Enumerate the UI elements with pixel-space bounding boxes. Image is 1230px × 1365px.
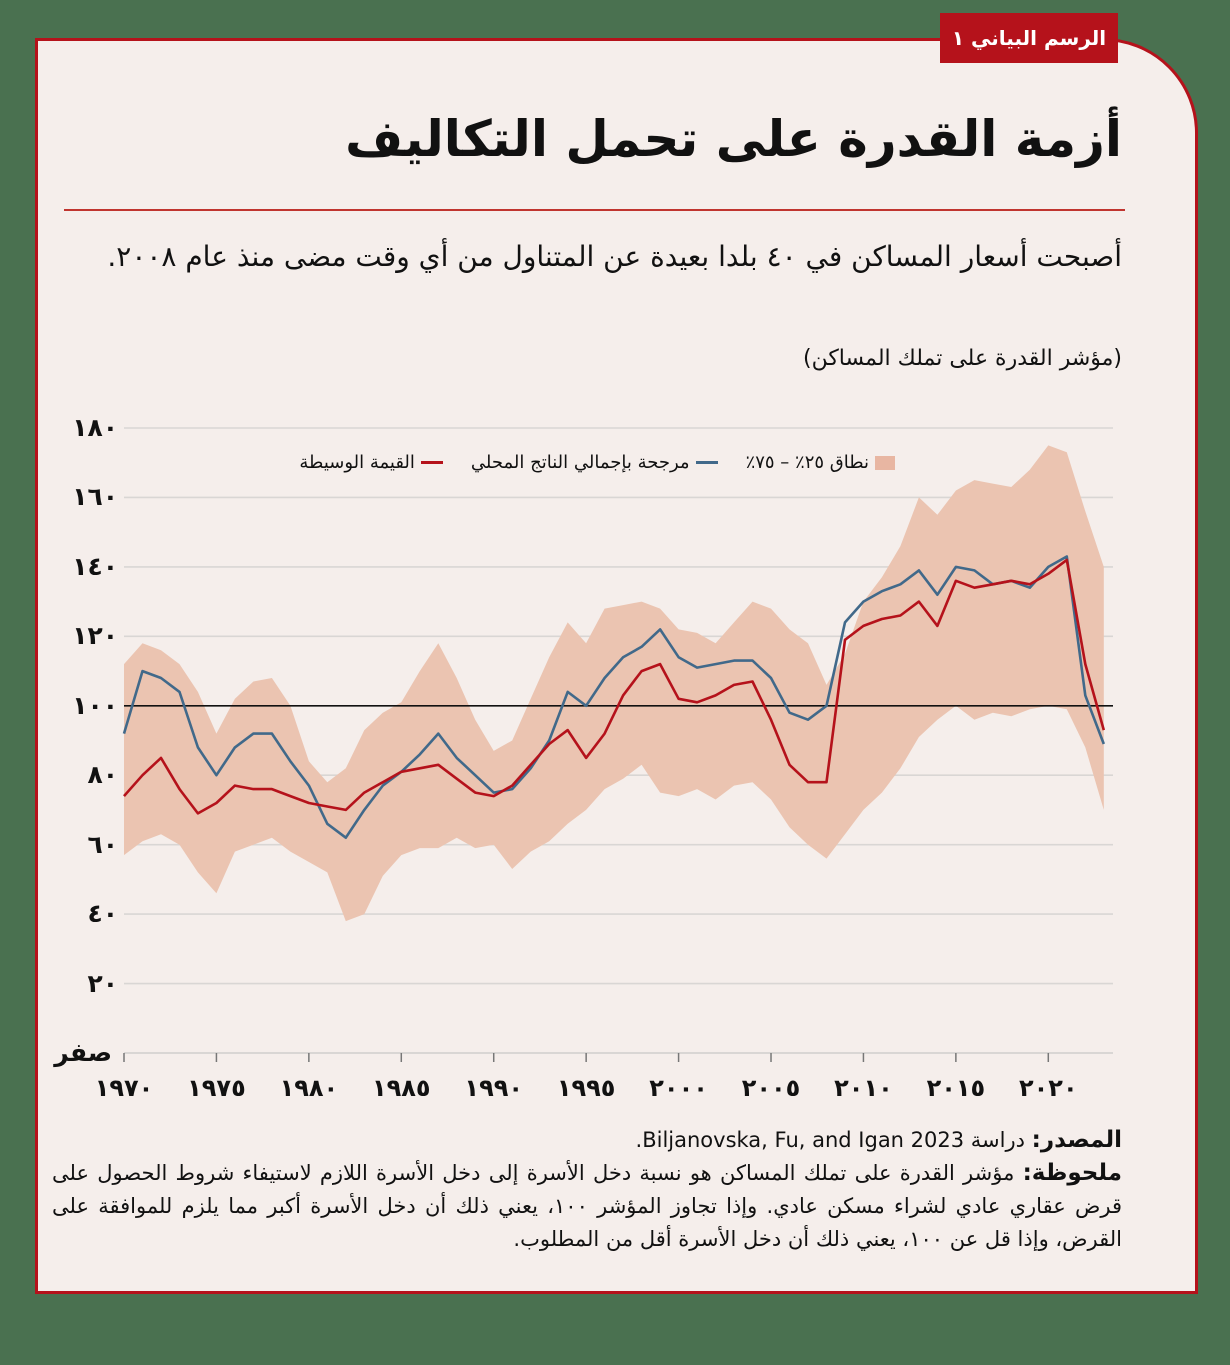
y-tick-label: ١٨٠: [72, 413, 118, 442]
y-tick-label: ٦٠: [87, 829, 118, 859]
legend-label-gdp: مرجحة بإجمالي الناتج المحلي: [470, 452, 690, 473]
y-tick-label: ١٢٠: [72, 621, 118, 651]
source-note: المصدر: دراسة Biljanovska, Fu, and Igan …: [52, 1124, 1122, 1157]
legend-label-median: القيمة الوسيطة: [299, 452, 415, 473]
interquartile-band: [124, 445, 1104, 922]
median-line-swatch-icon: [420, 461, 443, 464]
chart-title: أزمة القدرة على تحمل التكاليف: [345, 110, 1122, 168]
legend-item-gdp: مرجحة بإجمالي الناتج المحلي: [471, 452, 718, 473]
x-tick-label: ١٩٧٥: [187, 1074, 246, 1102]
median-line: [123, 558, 1106, 815]
y-tick-label: ٤٠: [87, 899, 118, 929]
chart-legend: نطاق ٢٥٪ – ٧٥٪ مرجحة بإجمالي الناتج المح…: [277, 452, 895, 473]
gdp-weighted-line: [122, 555, 1106, 840]
y-tick-label: صفر: [54, 1038, 112, 1067]
chart-footer: المصدر: دراسة Biljanovska, Fu, and Igan …: [52, 1124, 1122, 1256]
y-axis-units-label: (مؤشر القدرة على تملك المساكن): [803, 346, 1122, 371]
figure-tag: الرسم البياني ١: [940, 13, 1118, 63]
legend-item-median: القيمة الوسيطة: [299, 452, 443, 473]
x-tick-label: ١٩٩٠: [464, 1074, 524, 1102]
note-label: ملحوظة:: [1022, 1160, 1122, 1186]
gdp-line-swatch-icon: [695, 461, 718, 464]
source-text: دراسة Biljanovska, Fu, and Igan 2023.: [635, 1128, 1032, 1152]
y-tick-label: ١٤٠: [72, 551, 118, 581]
legend-item-band: نطاق ٢٥٪ – ٧٥٪: [746, 452, 895, 473]
legend-label-band: نطاق ٢٥٪ – ٧٥٪: [745, 452, 869, 473]
source-label: المصدر:: [1031, 1127, 1122, 1153]
y-tick-label: ٢٠: [87, 968, 118, 998]
x-tick-label: ١٩٩٥: [556, 1074, 616, 1102]
x-tick-label: ٢٠٠٠: [649, 1074, 708, 1102]
x-tick-label: ١٩٧٠: [94, 1074, 154, 1102]
x-tick-label: ١٩٨٠: [279, 1074, 339, 1102]
note-text: مؤشر القدرة على تملك المساكن هو نسبة دخل…: [52, 1161, 1122, 1251]
y-tick-label: ١٠٠: [72, 690, 118, 720]
y-tick-label: ١٦٠: [72, 482, 118, 512]
x-tick-label: ٢٠١٥: [926, 1074, 986, 1102]
x-tick-label: ١٩٨٥: [371, 1074, 431, 1102]
note: ملحوظة: مؤشر القدرة على تملك المساكن هو …: [52, 1157, 1122, 1256]
band-swatch-icon: [875, 455, 895, 470]
x-tick-label: ٢٠٢٠: [1019, 1074, 1078, 1102]
x-axis: [123, 1053, 1050, 1062]
x-tick-label: ٢٠١٠: [834, 1074, 893, 1102]
chart-subtitle: أصبحت أسعار المساكن في ٤٠ بلدا بعيدة عن …: [107, 240, 1122, 273]
y-tick-label: ٨٠: [87, 760, 118, 790]
x-tick-label: ٢٠٠٥: [741, 1074, 801, 1102]
title-divider: [64, 209, 1125, 211]
